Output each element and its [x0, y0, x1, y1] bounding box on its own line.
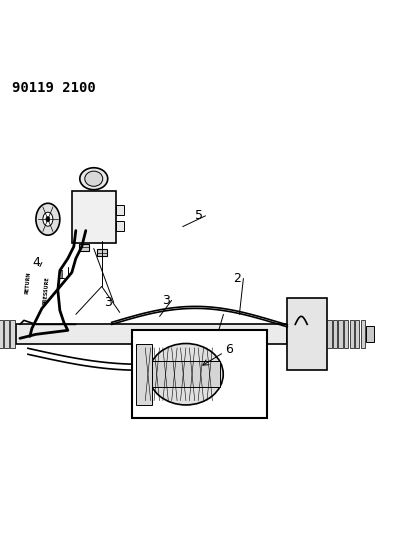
- Bar: [16, 325, 287, 344]
- Text: 90119 2100: 90119 2100: [12, 81, 96, 95]
- Bar: [355, 320, 359, 348]
- Bar: [136, 343, 152, 405]
- Text: 1: 1: [58, 269, 66, 282]
- Text: 3: 3: [162, 294, 170, 307]
- Text: 3: 3: [104, 296, 112, 309]
- Bar: [79, 244, 89, 251]
- Bar: [287, 298, 327, 370]
- Bar: [333, 320, 337, 348]
- Bar: [116, 205, 124, 215]
- Bar: [178, 343, 188, 348]
- Text: 4: 4: [32, 256, 40, 269]
- Ellipse shape: [43, 212, 53, 226]
- Ellipse shape: [181, 344, 184, 348]
- Bar: [338, 320, 343, 348]
- Bar: [132, 330, 267, 418]
- Ellipse shape: [36, 203, 60, 235]
- Text: 6: 6: [225, 343, 233, 356]
- Bar: [176, 346, 188, 352]
- Bar: [148, 346, 160, 352]
- Bar: [4, 320, 9, 348]
- Ellipse shape: [85, 171, 103, 187]
- Bar: [350, 320, 354, 348]
- Text: RETURN: RETURN: [24, 271, 32, 294]
- Ellipse shape: [46, 216, 50, 222]
- Bar: [72, 191, 116, 243]
- Ellipse shape: [148, 343, 223, 405]
- Bar: [327, 320, 332, 348]
- Bar: [97, 249, 107, 256]
- Ellipse shape: [80, 168, 108, 190]
- Text: PRESSURE: PRESSURE: [42, 276, 49, 305]
- Bar: [116, 221, 124, 231]
- Bar: [344, 320, 348, 348]
- Bar: [361, 320, 365, 348]
- Bar: [0, 320, 3, 348]
- Text: 5: 5: [196, 209, 203, 222]
- Bar: [366, 326, 374, 342]
- Bar: [138, 361, 220, 387]
- Bar: [10, 320, 15, 348]
- Text: 2: 2: [233, 272, 241, 285]
